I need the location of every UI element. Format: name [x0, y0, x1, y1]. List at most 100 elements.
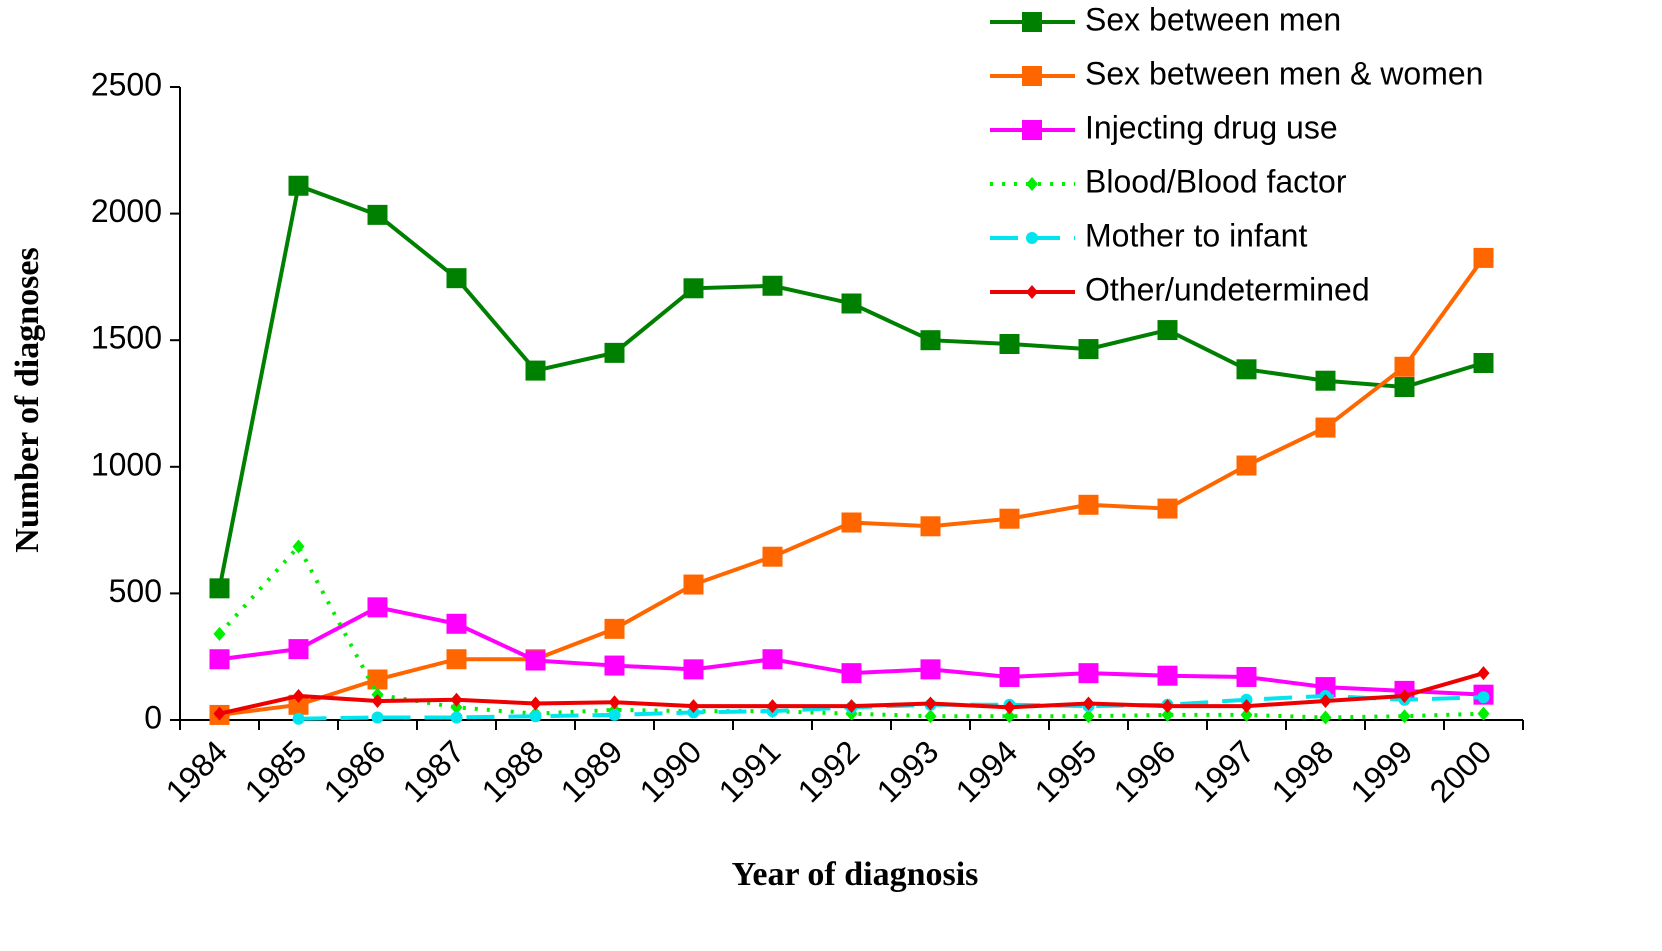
marker	[1157, 665, 1178, 686]
marker	[1078, 663, 1099, 684]
marker	[213, 626, 226, 641]
marker	[1398, 709, 1411, 724]
marker	[604, 342, 625, 363]
x-tick-label: 1997	[1186, 733, 1262, 809]
legend-label: Other/undetermined	[1085, 271, 1370, 307]
marker	[1078, 339, 1099, 360]
marker	[1319, 710, 1332, 725]
marker	[446, 268, 467, 289]
marker	[999, 666, 1020, 687]
marker	[762, 649, 783, 670]
marker	[845, 699, 858, 714]
marker	[1398, 688, 1411, 703]
legend-marker	[1022, 12, 1042, 32]
marker	[687, 699, 700, 714]
marker	[1236, 455, 1257, 476]
marker	[450, 700, 463, 715]
marker	[683, 278, 704, 299]
x-tick-label: 1986	[317, 733, 393, 809]
marker	[920, 659, 941, 680]
x-tick-label: 1996	[1107, 733, 1183, 809]
marker	[1477, 666, 1490, 681]
marker	[924, 709, 937, 724]
marker	[367, 597, 388, 618]
marker	[924, 696, 937, 711]
y-tick-label: 2500	[91, 66, 162, 102]
marker	[213, 706, 226, 721]
marker	[292, 688, 305, 703]
y-tick-label: 1000	[91, 446, 162, 482]
marker	[1394, 377, 1415, 398]
y-tick-label: 0	[144, 699, 162, 735]
marker	[1477, 706, 1490, 721]
marker	[525, 360, 546, 381]
legend-marker	[1026, 285, 1038, 299]
marker	[292, 539, 305, 554]
legend-label: Sex between men	[1085, 1, 1341, 37]
marker	[1236, 666, 1257, 687]
marker	[1003, 709, 1016, 724]
marker	[1473, 352, 1494, 373]
y-tick-label: 1500	[91, 320, 162, 356]
x-tick-label: 1992	[791, 733, 867, 809]
x-tick-label: 2000	[1423, 733, 1499, 809]
marker	[446, 649, 467, 670]
marker	[1157, 320, 1178, 341]
marker	[1161, 707, 1174, 722]
x-tick-label: 1989	[554, 733, 630, 809]
x-tick-label: 1993	[870, 733, 946, 809]
x-tick-label: 1991	[712, 733, 788, 809]
marker	[841, 663, 862, 684]
marker	[683, 574, 704, 595]
marker	[529, 710, 542, 723]
x-tick-label: 1994	[949, 733, 1025, 809]
x-tick-label: 1987	[396, 733, 472, 809]
marker	[1003, 700, 1016, 715]
marker	[762, 546, 783, 567]
marker	[1473, 247, 1494, 268]
marker	[1315, 370, 1336, 391]
marker	[841, 512, 862, 533]
series-line	[219, 256, 1486, 717]
legend-marker	[1026, 177, 1038, 191]
marker	[762, 275, 783, 296]
marker	[292, 712, 305, 725]
marker	[766, 699, 779, 714]
marker	[920, 330, 941, 351]
y-tick-label: 500	[109, 573, 162, 609]
marker	[1078, 494, 1099, 515]
marker	[367, 204, 388, 225]
marker	[1236, 359, 1257, 380]
marker	[529, 696, 542, 711]
marker	[920, 516, 941, 537]
x-tick-label: 1988	[475, 733, 551, 809]
marker	[1157, 498, 1178, 519]
marker	[525, 650, 546, 671]
legend-marker	[1022, 66, 1042, 86]
x-tick-label: 1984	[159, 733, 235, 809]
marker	[209, 649, 230, 670]
marker	[446, 613, 467, 634]
marker	[450, 711, 463, 724]
marker	[371, 694, 384, 709]
marker	[288, 639, 309, 660]
y-tick-label: 2000	[91, 193, 162, 229]
marker	[683, 659, 704, 680]
marker	[608, 695, 621, 710]
marker	[1082, 709, 1095, 724]
marker	[209, 578, 230, 599]
marker	[604, 655, 625, 676]
marker	[608, 708, 621, 721]
marker	[604, 618, 625, 639]
marker	[1240, 707, 1253, 722]
x-tick-label: 1999	[1344, 733, 1420, 809]
marker	[999, 333, 1020, 354]
marker	[288, 175, 309, 196]
x-tick-label: 1990	[633, 733, 709, 809]
legend-marker	[1026, 232, 1038, 244]
marker	[1315, 677, 1336, 698]
y-axis-title: Number of diagnoses	[9, 247, 46, 552]
x-axis-title: Year of diagnosis	[732, 856, 979, 893]
x-tick-label: 1985	[238, 733, 314, 809]
